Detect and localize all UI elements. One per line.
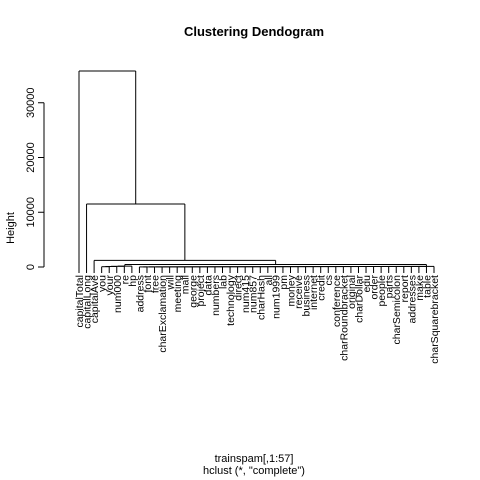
leaf-label: business — [301, 275, 313, 316]
leaf-label: address — [134, 275, 146, 312]
leaf-label: order — [369, 275, 381, 300]
leaf-label: re — [119, 275, 131, 284]
leaf-label: you — [97, 275, 109, 292]
leaf-label: addresses — [406, 275, 418, 323]
leaf-label: hp — [127, 275, 139, 287]
leaf-label: numbers — [210, 275, 222, 316]
leaf-label: capitalLong — [82, 275, 94, 329]
leaf-label: charDollar — [353, 275, 365, 323]
leaf-label: num000 — [112, 275, 124, 313]
leaf-label: money — [285, 274, 297, 306]
leaf-label: capitalAve — [89, 275, 101, 323]
leaf-label: charHash — [255, 275, 267, 320]
leaf-label: charSquarebracket — [429, 275, 441, 364]
x-axis-sublabel: hclust (*, "complete") — [203, 465, 305, 477]
leaf-label: charExclamation — [157, 275, 169, 353]
leaf-label: conference — [331, 275, 343, 327]
y-tick-label: 10000 — [25, 197, 37, 228]
leaf-label: pm — [278, 275, 290, 290]
leaf-label: meeting — [172, 275, 184, 313]
leaf-label: all — [263, 275, 275, 286]
dendrogram-branches — [78, 70, 435, 274]
y-axis: 0 10000 20000 30000 — [25, 87, 45, 270]
leaf-label: edu — [361, 275, 373, 293]
leaf-label: charSemicolon — [391, 275, 403, 345]
leaf-label: receive — [293, 275, 305, 309]
leaf-label: original — [346, 275, 358, 309]
leaf-label: technology — [225, 274, 237, 326]
y-axis-label: Height — [5, 212, 17, 244]
x-axis-label: trainspam[,1:57] — [215, 453, 294, 465]
leaf-label: capitalTotal — [74, 275, 86, 328]
leaf-label: font — [142, 275, 154, 293]
leaf-label: george — [187, 275, 199, 308]
leaf-label: num415 — [240, 275, 252, 313]
leaf-label: data — [202, 275, 214, 296]
leaf-label: parts — [384, 275, 396, 298]
leaf-label: free — [150, 275, 162, 293]
leaf-label: internet — [308, 275, 320, 310]
leaf-label: mail — [180, 275, 192, 294]
leaf-label: cs — [323, 275, 335, 286]
leaf-label: table — [421, 275, 433, 298]
leaf-label: people — [376, 275, 388, 307]
leaf-label: charRoundbracket — [338, 275, 350, 361]
leaf-label: direct — [233, 275, 245, 301]
leaf-label: will — [165, 275, 177, 291]
leaf-label: num857 — [248, 275, 260, 313]
chart-title: Clustering Dendogram — [184, 24, 324, 39]
leaf-label: credit — [316, 275, 328, 301]
leaf-label: project — [195, 275, 207, 307]
leaf-label: report — [399, 275, 411, 303]
leaf-labels: capitalTotalcapitalLongcapitalAveyouyour… — [74, 274, 441, 363]
leaf-label: num1999 — [270, 275, 282, 319]
y-tick-label: 30000 — [25, 87, 37, 118]
leaf-label: lab — [218, 275, 230, 289]
leaf-label: make — [414, 275, 426, 301]
y-tick-label: 0 — [25, 264, 37, 270]
y-tick-label: 20000 — [25, 142, 37, 173]
leaf-label: your — [104, 275, 116, 296]
